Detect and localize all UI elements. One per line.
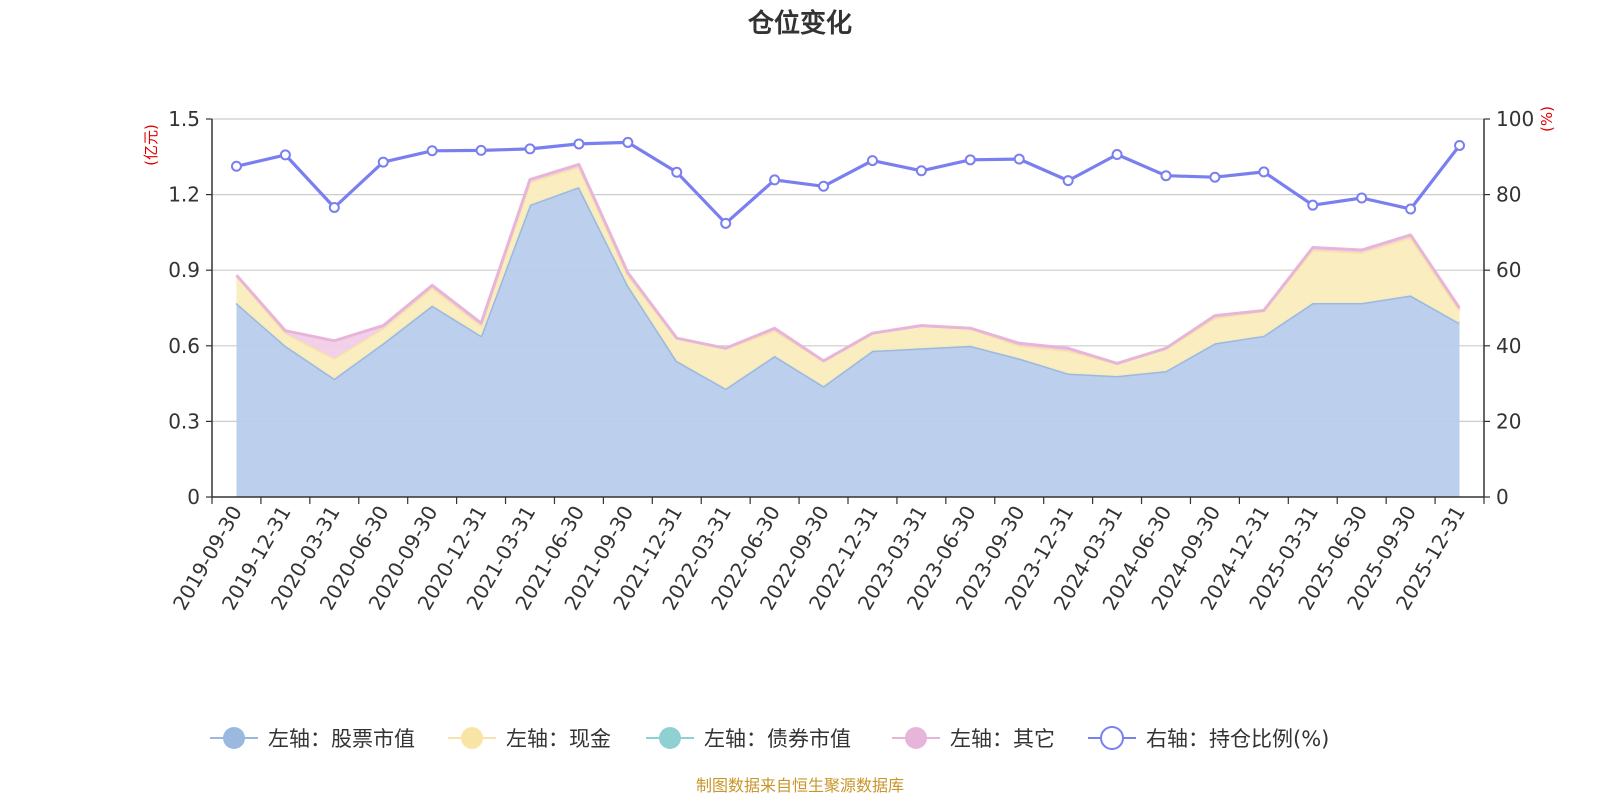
legend-label: 左轴：现金 <box>506 727 611 751</box>
ratio-point <box>524 143 536 155</box>
ratio-point <box>915 165 927 177</box>
ratio-point <box>426 145 438 157</box>
ratio-point <box>230 160 242 172</box>
legend-marker <box>905 727 927 749</box>
ratio-point <box>1062 175 1074 187</box>
ratio-point <box>1356 192 1368 204</box>
right-tick-label: 20 <box>1496 409 1521 433</box>
legend-label: 左轴：债券市值 <box>704 727 851 751</box>
legend-label: 左轴：股票市值 <box>268 727 415 751</box>
legend: 左轴：股票市值 左轴：现金 左轴：债券市值 左轴：其它 右轴：持仓比例(%) <box>210 726 1329 751</box>
ratio-point <box>1111 149 1123 161</box>
ratio-point <box>671 166 683 178</box>
legend-label: 左轴：其它 <box>950 727 1055 751</box>
ratio-point <box>818 180 830 192</box>
x-axis-ticks: 2019-09-302019-12-312020-03-312020-06-30… <box>168 502 1470 615</box>
legend-marker <box>461 727 483 749</box>
ratio-point <box>1013 153 1025 165</box>
ratio-line <box>236 140 1461 225</box>
left-tick-label: 0.3 <box>168 409 200 433</box>
left-tick-label: 0.9 <box>168 258 200 282</box>
right-tick-label: 100 <box>1496 107 1534 131</box>
right-tick-label: 0 <box>1496 485 1509 509</box>
ratio-point <box>1307 199 1319 211</box>
right-tick-label: 40 <box>1496 334 1521 358</box>
ratio-point <box>1454 139 1466 151</box>
ratio-point <box>866 155 878 167</box>
ratio-point <box>377 156 389 168</box>
left-tick-label: 1.2 <box>168 183 200 207</box>
legend-item: 左轴：现金 <box>448 727 611 751</box>
ratio-point <box>964 154 976 166</box>
ratio-point <box>279 149 291 161</box>
right-axis-ticks: 0 20 40 60 80 100 <box>1496 107 1534 509</box>
left-axis-ticks: 0 0.3 0.6 0.9 1.2 1.5 <box>168 107 200 509</box>
left-axis-unit: (亿元) <box>142 124 160 166</box>
right-tick-label: 60 <box>1496 258 1521 282</box>
ratio-point <box>328 201 340 213</box>
ratio-point <box>720 217 732 229</box>
legend-marker <box>1100 726 1124 750</box>
area-stock <box>236 187 1460 497</box>
ratio-point <box>475 144 487 156</box>
legend-item: 左轴：其它 <box>892 727 1055 751</box>
left-tick-label: 0 <box>187 485 200 509</box>
legend-item: 左轴：股票市值 <box>210 727 415 751</box>
stacked-areas <box>235 162 1461 497</box>
legend-label: 右轴：持仓比例(%) <box>1146 727 1329 751</box>
left-tick-label: 0.6 <box>168 334 200 358</box>
ratio-point <box>1405 203 1417 215</box>
area-edge-other <box>235 162 1461 365</box>
axes <box>206 118 1490 504</box>
ratio-point <box>769 174 781 186</box>
source-note: 制图数据来自恒生聚源数据库 <box>696 776 904 795</box>
ratio-point <box>1209 171 1221 183</box>
ratio-point <box>622 136 634 148</box>
ratio-point <box>1258 166 1270 178</box>
ratio-point <box>573 138 585 150</box>
left-tick-label: 1.5 <box>168 107 200 131</box>
legend-item: 右轴：持仓比例(%) <box>1088 726 1329 751</box>
right-tick-label: 80 <box>1496 183 1521 207</box>
legend-marker <box>223 727 245 749</box>
ratio-point <box>1160 170 1172 182</box>
right-axis-unit: (%) <box>1538 106 1556 132</box>
legend-marker <box>659 727 681 749</box>
legend-item: 左轴：债券市值 <box>646 727 851 751</box>
chart-title: 仓位变化 <box>747 8 852 39</box>
ratio-line-series <box>230 136 1466 229</box>
